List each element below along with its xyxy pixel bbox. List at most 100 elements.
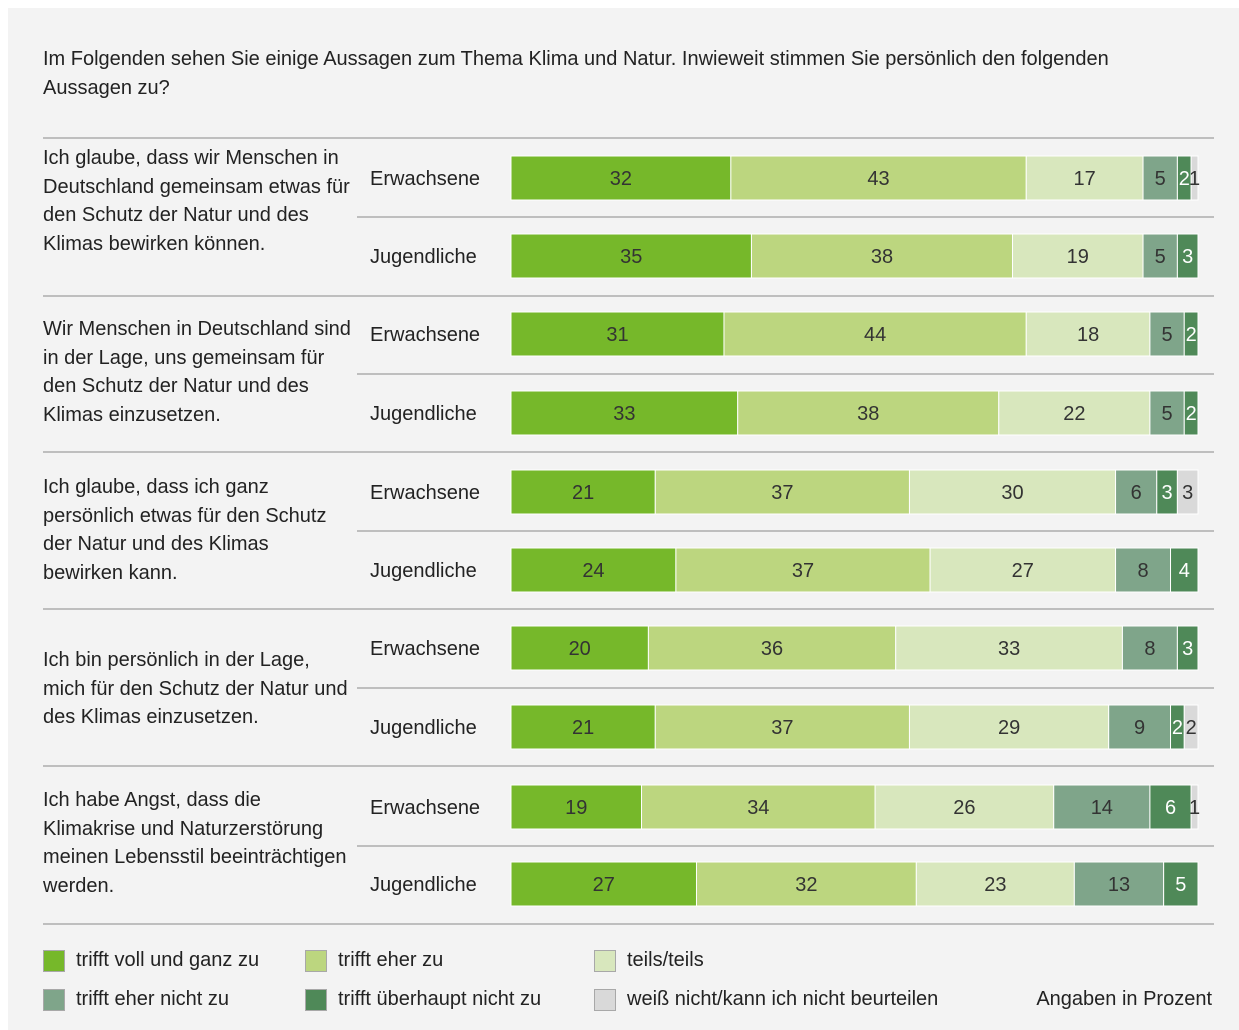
bar-segment bbox=[675, 547, 931, 593]
bar-segment bbox=[874, 784, 1055, 830]
bar-value-label: 27 bbox=[1012, 560, 1034, 582]
bar-segment bbox=[1053, 784, 1151, 830]
bar-row-label: Erwachsene bbox=[370, 168, 480, 190]
bar-value-label: 6 bbox=[1165, 797, 1176, 819]
bar-segment bbox=[641, 784, 876, 830]
bar-segment bbox=[510, 704, 656, 750]
bar-segment bbox=[510, 233, 752, 279]
bar-value-label: 30 bbox=[1001, 482, 1023, 504]
bar-segment bbox=[647, 625, 897, 671]
legend-label: trifft eher zu bbox=[338, 949, 444, 971]
bar-value-label: 3 bbox=[1182, 482, 1193, 504]
bar-value-label: 20 bbox=[569, 638, 591, 660]
bar-segment bbox=[510, 311, 725, 357]
statement-1: Ich glaube, dass wir Menschen in Deutsch… bbox=[43, 147, 350, 255]
bar-row-label: Erwachsene bbox=[370, 638, 480, 660]
bar-segment bbox=[510, 390, 739, 436]
bar-value-label: 38 bbox=[857, 403, 879, 425]
legend-swatch bbox=[43, 988, 65, 1011]
bar-value-label: 3 bbox=[1182, 638, 1193, 660]
bar-value-label: 3 bbox=[1182, 246, 1193, 268]
legend-label: weiß nicht/kann ich nicht beurteilen bbox=[627, 988, 939, 1010]
bar-segment bbox=[1121, 625, 1178, 671]
bar-value-label: 2 bbox=[1179, 168, 1190, 190]
bar-segment bbox=[1163, 861, 1199, 907]
bar-segment bbox=[510, 547, 677, 593]
bar-row-label: Erwachsene bbox=[370, 482, 480, 504]
bar-segment bbox=[695, 861, 917, 907]
bar-value-label: 5 bbox=[1155, 246, 1166, 268]
bar-segment bbox=[750, 233, 1014, 279]
bar-segment bbox=[654, 704, 910, 750]
bar-row-label: Jugendliche bbox=[370, 717, 477, 739]
bar-value-label: 37 bbox=[771, 717, 793, 739]
bar-segment bbox=[1183, 390, 1199, 436]
bar-value-label: 8 bbox=[1137, 560, 1148, 582]
bar-segment bbox=[1149, 311, 1185, 357]
legend-item-eher-nicht: trifft eher nicht zu bbox=[43, 988, 229, 1011]
statement-2: Wir Menschen in Deutschland sind in der … bbox=[43, 318, 351, 426]
bar-value-label: 38 bbox=[871, 246, 893, 268]
bar-segment bbox=[1170, 547, 1199, 593]
legend-swatch bbox=[43, 949, 65, 972]
bar-segment bbox=[1149, 784, 1192, 830]
bar-segment bbox=[510, 155, 732, 201]
bar-segment bbox=[1190, 784, 1199, 830]
bar-segment bbox=[1142, 233, 1178, 279]
bar-segment bbox=[929, 547, 1117, 593]
bar-value-label: 2 bbox=[1186, 717, 1197, 739]
bar-segment bbox=[1183, 704, 1199, 750]
chart-question: Im Folgenden sehen Sie einige Aussagen z… bbox=[43, 48, 1109, 99]
legend-label: trifft eher nicht zu bbox=[76, 988, 230, 1010]
bar-value-label: 1 bbox=[1189, 797, 1200, 819]
bar-value-label: 29 bbox=[998, 717, 1020, 739]
bar-value-label: 33 bbox=[613, 403, 635, 425]
bar-value-label: 32 bbox=[795, 874, 817, 896]
bar-segment bbox=[510, 469, 656, 515]
bar-value-label: 5 bbox=[1162, 324, 1173, 346]
legend-item-trifft-voll: trifft voll und ganz zu bbox=[43, 949, 259, 972]
statement-5: Ich habe Angst, dass die Klimakrise und … bbox=[43, 789, 347, 897]
bar-segment bbox=[1025, 311, 1151, 357]
bar-row-label: Erwachsene bbox=[370, 324, 480, 346]
bar-segment bbox=[510, 625, 649, 671]
legend-item-teils: teils/teils bbox=[594, 949, 704, 972]
bar-segment bbox=[895, 625, 1123, 671]
bar-value-label: 44 bbox=[864, 324, 886, 346]
bar-value-label: 2 bbox=[1186, 403, 1197, 425]
bar-segment bbox=[1176, 469, 1199, 515]
bar-segment bbox=[1183, 311, 1199, 357]
bar-value-label: 21 bbox=[572, 717, 594, 739]
bar-value-label: 35 bbox=[620, 246, 642, 268]
statement-4: Ich bin persönlich in der Lage, mich für… bbox=[43, 649, 348, 728]
bar-row-label: Jugendliche bbox=[370, 874, 477, 896]
bar-value-label: 5 bbox=[1155, 168, 1166, 190]
legend-swatch bbox=[594, 949, 616, 972]
bar-value-label: 24 bbox=[582, 560, 604, 582]
bar-value-label: 43 bbox=[867, 168, 889, 190]
bar-segment bbox=[1176, 233, 1199, 279]
unit-note: Angaben in Prozent bbox=[1036, 988, 1212, 1010]
legend-item-trifft-eher: trifft eher zu bbox=[305, 949, 443, 972]
bar-segment bbox=[1149, 390, 1185, 436]
bar-value-label: 22 bbox=[1063, 403, 1085, 425]
bar-value-label: 3 bbox=[1162, 482, 1173, 504]
bar-value-label: 34 bbox=[747, 797, 769, 819]
bar-value-label: 13 bbox=[1108, 874, 1130, 896]
bar-value-label: 18 bbox=[1077, 324, 1099, 346]
bar-segment bbox=[1025, 155, 1144, 201]
bar-row-label: Jugendliche bbox=[370, 403, 477, 425]
bar-value-label: 5 bbox=[1162, 403, 1173, 425]
bar-segment bbox=[1190, 155, 1199, 201]
legend-item-ueberhaupt-nicht: trifft überhaupt nicht zu bbox=[305, 988, 541, 1011]
bar-segment bbox=[737, 390, 1000, 436]
legend-item-weiss-nicht: weiß nicht/kann ich nicht beurteilen bbox=[594, 988, 938, 1011]
bar-value-label: 36 bbox=[761, 638, 783, 660]
bar-segment bbox=[730, 155, 1027, 201]
bar-value-label: 26 bbox=[953, 797, 975, 819]
bar-segment bbox=[654, 469, 910, 515]
legend-swatch bbox=[305, 949, 327, 972]
bar-value-label: 19 bbox=[565, 797, 587, 819]
legend-label: trifft voll und ganz zu bbox=[76, 949, 260, 971]
bar-value-label: 33 bbox=[998, 638, 1020, 660]
